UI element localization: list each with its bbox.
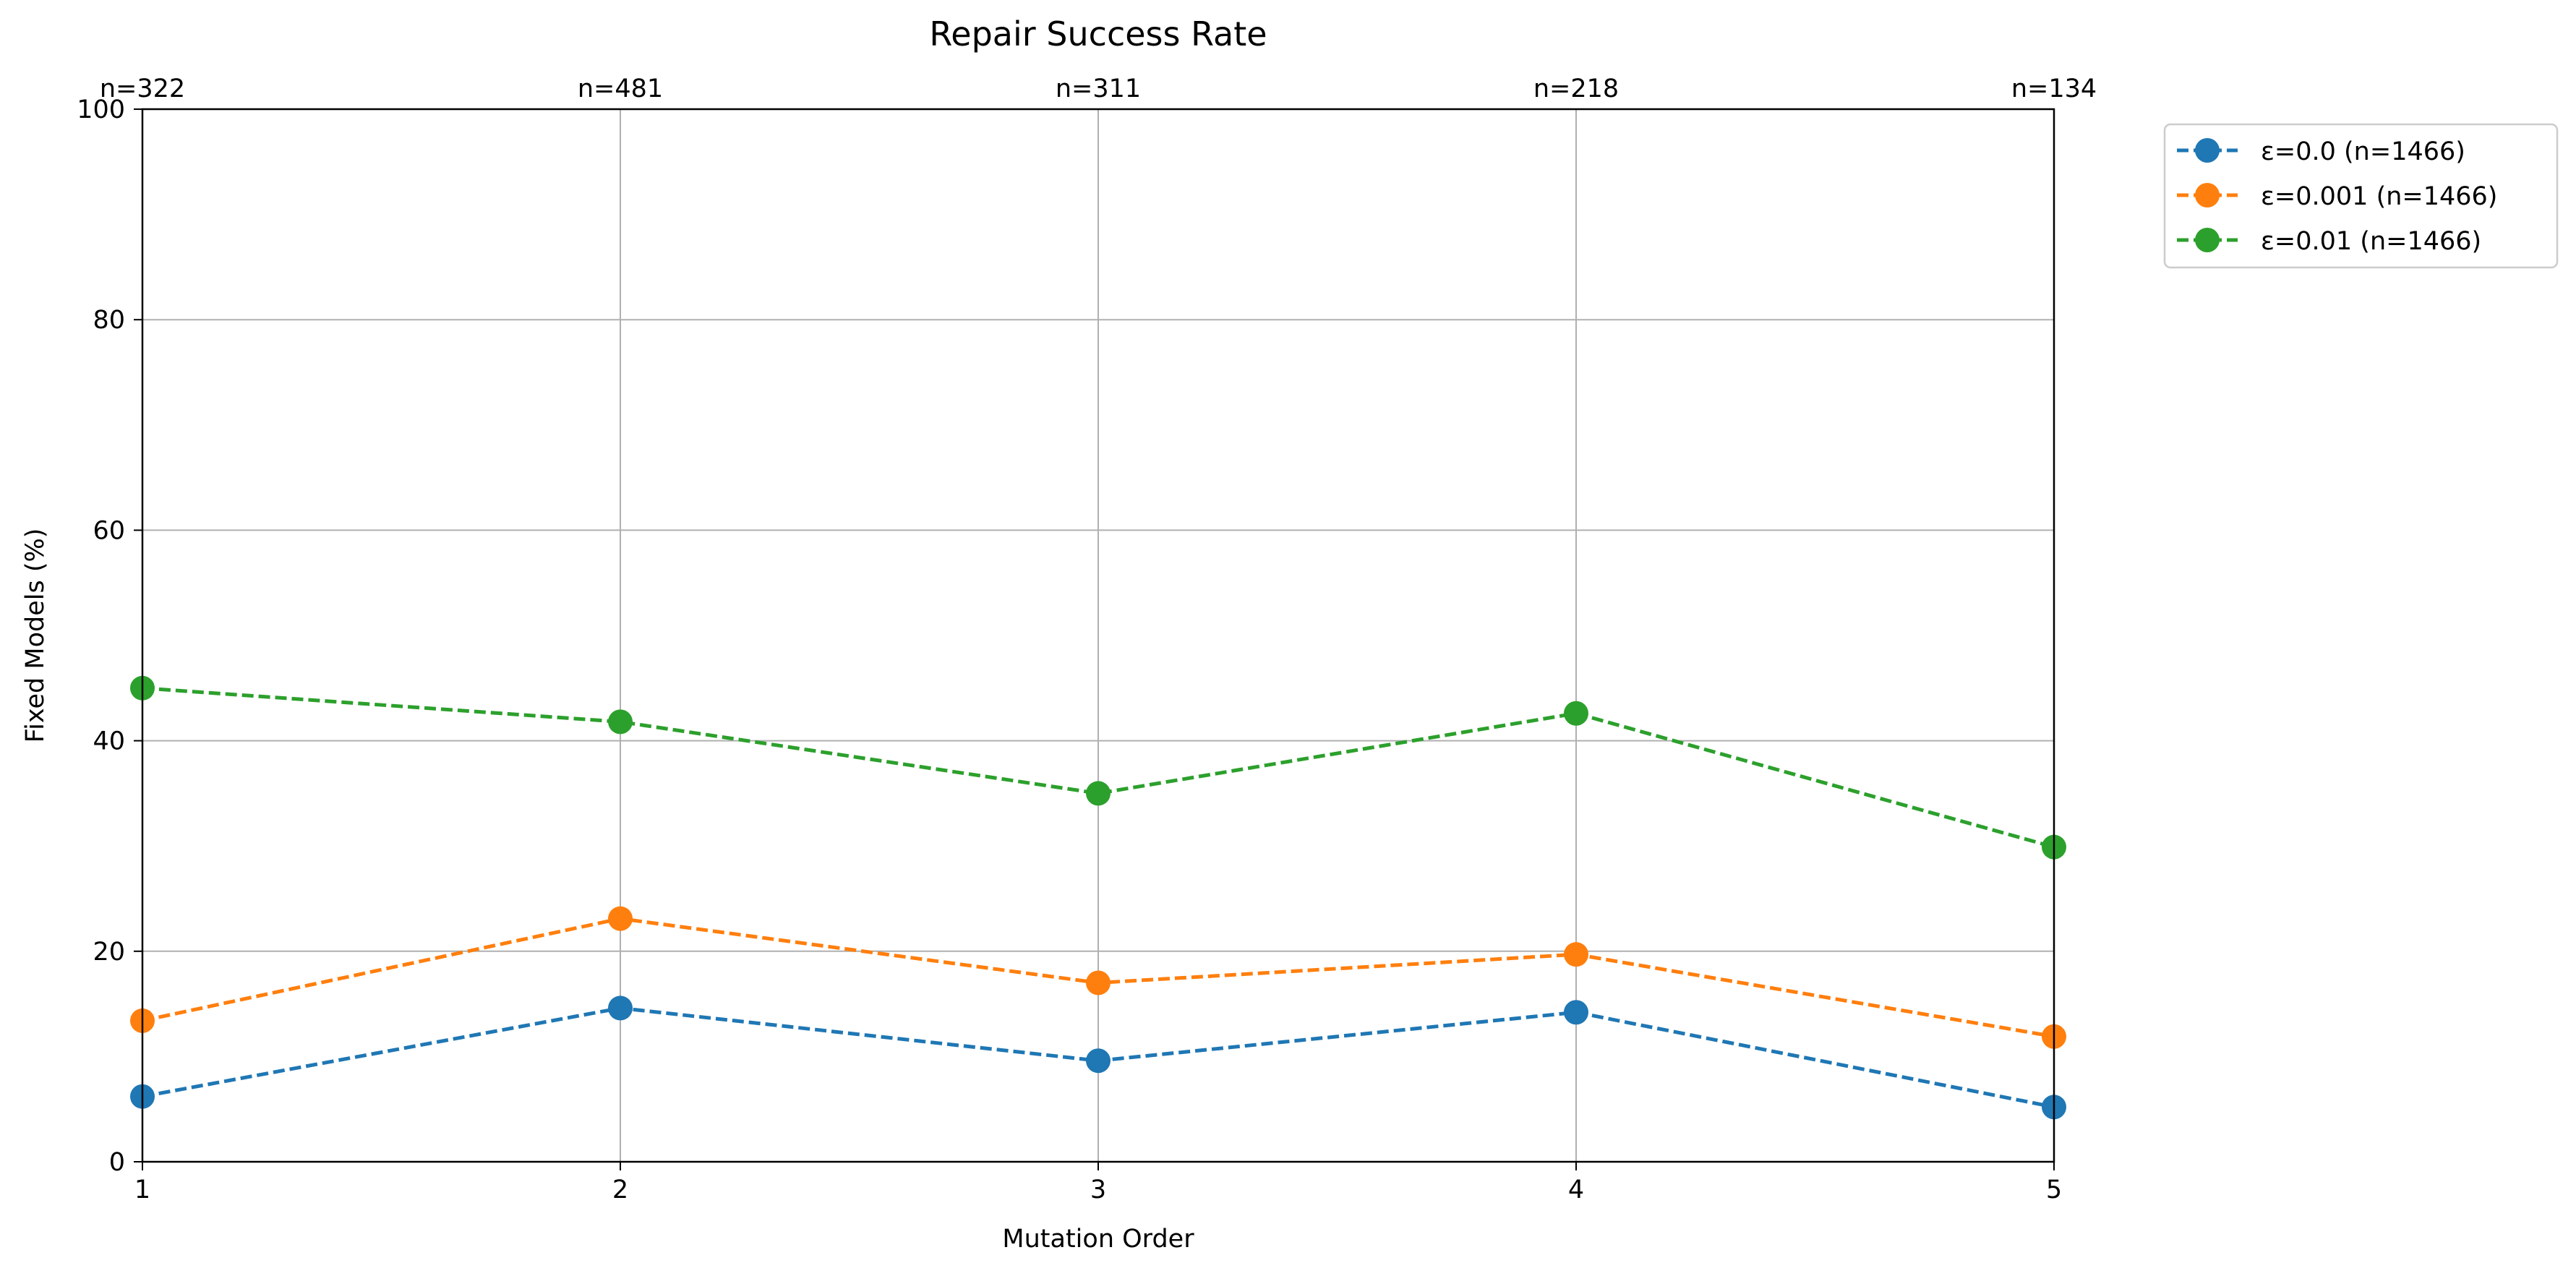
y-tick-label: 40 (93, 727, 125, 756)
sample-size-label: n=311 (1056, 74, 1141, 103)
x-tick-label: 2 (612, 1176, 628, 1204)
data-point (608, 995, 633, 1021)
data-point (1086, 1048, 1111, 1074)
x-axis-ticks: 1 2 3 4 5 (134, 1162, 2062, 1204)
x-tick-label: 4 (1568, 1176, 1584, 1204)
x-axis-label: Mutation Order (1002, 1225, 1194, 1254)
legend-label: ε=0.01 (n=1466) (2261, 227, 2481, 256)
x-tick-label: 3 (1090, 1176, 1106, 1204)
chart-title: Repair Success Rate (929, 14, 1267, 53)
y-axis-ticks: 0 20 40 60 80 100 (77, 95, 142, 1177)
legend-label: ε=0.001 (n=1466) (2261, 182, 2497, 211)
legend-label: ε=0.0 (n=1466) (2261, 137, 2465, 166)
legend: ε=0.0 (n=1466) ε=0.001 (n=1466) ε=0.01 (n=… (2163, 123, 2559, 269)
sample-size-label: n=481 (578, 74, 663, 103)
legend-box (2163, 123, 2559, 269)
y-axis-label: Fixed Models (%) (21, 528, 50, 743)
sample-size-label: n=134 (2011, 74, 2097, 103)
legend-marker (2195, 228, 2220, 252)
x-tick-label: 5 (2046, 1176, 2062, 1204)
x-tick-label: 1 (134, 1176, 150, 1204)
y-tick-label: 100 (77, 95, 125, 124)
data-point (1564, 701, 1588, 726)
y-tick-label: 20 (93, 938, 125, 967)
series-line (142, 686, 2055, 849)
y-tick-label: 60 (93, 516, 125, 545)
y-tick-label: 0 (109, 1148, 125, 1177)
data-point (1564, 942, 1588, 967)
series-layer (130, 675, 2066, 1120)
y-tick-label: 80 (93, 306, 125, 335)
sample-size-label: n=218 (1533, 74, 1619, 103)
data-point (1086, 970, 1111, 995)
data-point (1564, 1000, 1588, 1025)
legend-marker (2195, 183, 2220, 207)
top-sample-size-labels: n=322 n=481 n=311 n=218 n=134 (100, 74, 2097, 103)
data-point (608, 906, 633, 931)
data-point (608, 709, 633, 735)
data-point (1086, 781, 1111, 806)
sample-size-label: n=322 (100, 74, 185, 103)
legend-marker (2195, 138, 2220, 163)
